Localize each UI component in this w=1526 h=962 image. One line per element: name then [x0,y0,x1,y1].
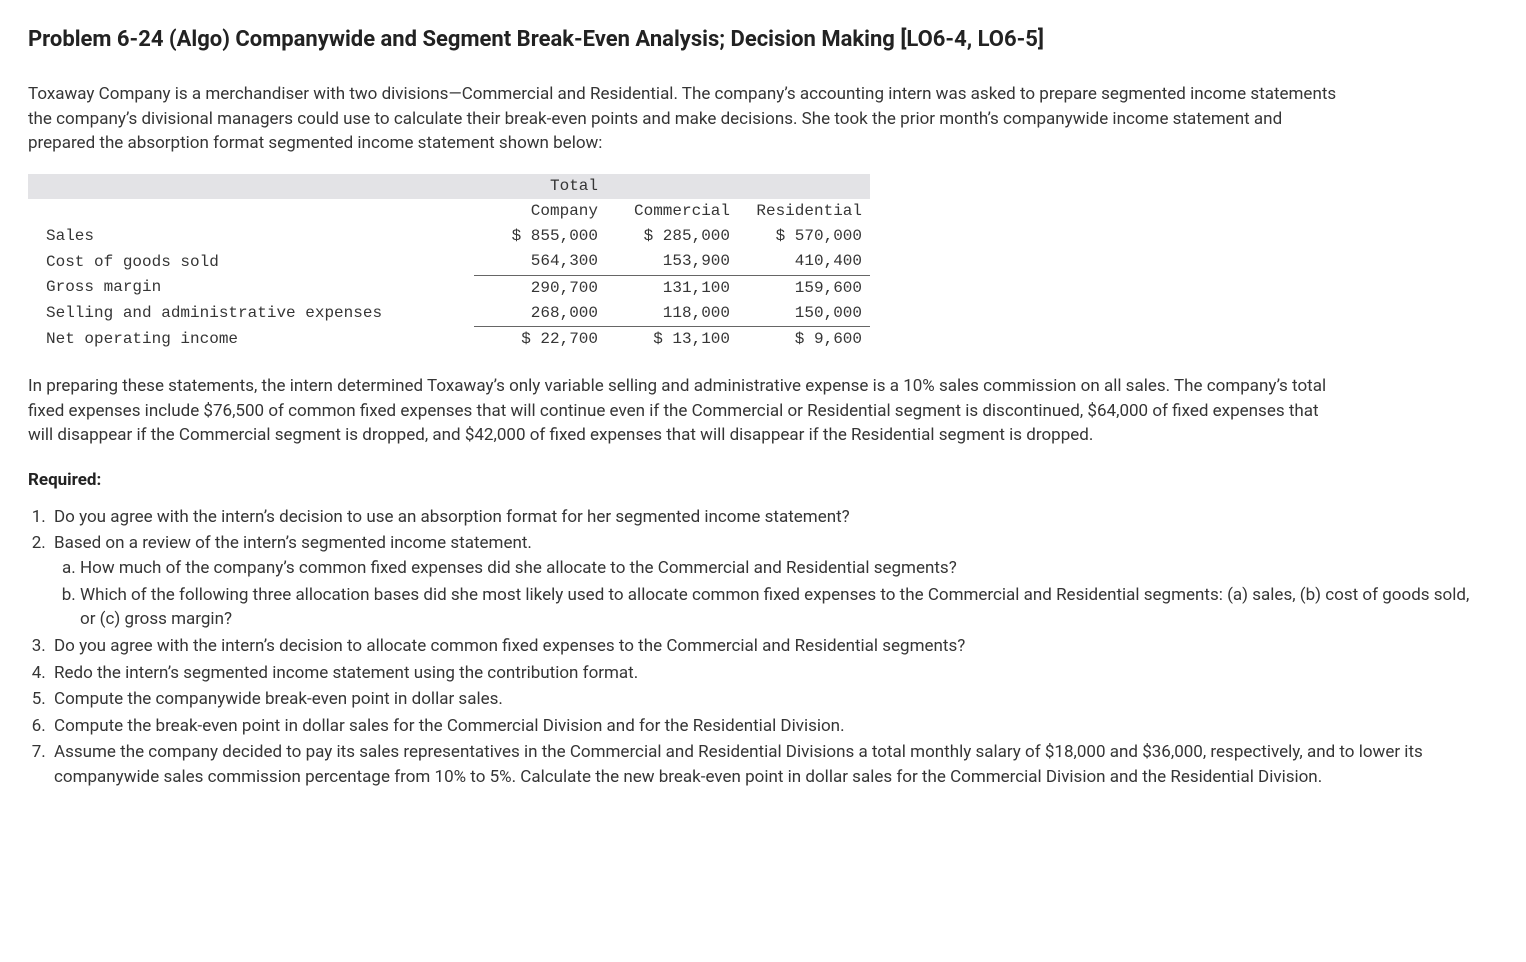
row-label: Cost of goods sold [28,249,474,275]
row-label: Selling and administrative expenses [28,301,474,327]
requirements-list: Do you agree with the intern’s decision … [28,505,1470,790]
sub-requirements-list: How much of the company’s common fixed e… [54,556,1470,632]
cell-residential: 159,600 [738,275,870,301]
requirement-item: Compute the break-even point in dollar s… [50,714,1470,739]
table-row: Cost of goods sold 564,300 153,900 410,4… [28,249,870,275]
requirement-item: Do you agree with the intern’s decision … [50,505,1470,530]
sub-requirement-item: Which of the following three allocation … [80,583,1470,632]
segmented-income-statement-table: Total Company Commercial Residential Sal… [28,174,870,352]
cell-total: 290,700 [474,275,606,301]
table-row: Net operating income $ 22,700 $ 13,100 $… [28,326,870,352]
cell-total: $ 22,700 [474,326,606,352]
requirement-item: Based on a review of the intern’s segmen… [50,531,1470,632]
cell-commercial: 118,000 [606,301,738,327]
sub-requirement-item: How much of the company’s common fixed e… [80,556,1470,581]
cell-commercial: $ 13,100 [606,326,738,352]
table-row: Sales $ 855,000 $ 285,000 $ 570,000 [28,224,870,249]
requirement-item: Compute the companywide break-even point… [50,687,1470,712]
table-row: Selling and administrative expenses 268,… [28,301,870,327]
required-heading: Required: [28,468,1498,493]
cell-commercial: 131,100 [606,275,738,301]
cell-total: $ 855,000 [474,224,606,249]
header-blank-r2 [28,199,474,224]
row-label: Sales [28,224,474,249]
cell-total: 564,300 [474,249,606,275]
cell-residential: $ 9,600 [738,326,870,352]
row-label: Gross margin [28,275,474,301]
requirement-item: Redo the intern’s segmented income state… [50,661,1470,686]
explanation-paragraph: In preparing these statements, the inter… [28,374,1338,448]
intro-paragraph: Toxaway Company is a merchandiser with t… [28,82,1338,156]
header-blank-2 [606,174,738,199]
header-blank [28,174,474,199]
header-blank-3 [738,174,870,199]
header-residential: Residential [738,199,870,224]
header-total-company: Company [474,199,606,224]
row-label: Net operating income [28,326,474,352]
cell-commercial: $ 285,000 [606,224,738,249]
cell-commercial: 153,900 [606,249,738,275]
requirement-item: Do you agree with the intern’s decision … [50,634,1470,659]
cell-residential: 410,400 [738,249,870,275]
header-total-line1: Total [474,174,606,199]
table-row: Gross margin 290,700 131,100 159,600 [28,275,870,301]
header-commercial: Commercial [606,199,738,224]
cell-total: 268,000 [474,301,606,327]
cell-residential: $ 570,000 [738,224,870,249]
requirement-item: Assume the company decided to pay its sa… [50,740,1470,789]
cell-residential: 150,000 [738,301,870,327]
problem-title: Problem 6-24 (Algo) Companywide and Segm… [28,24,1498,56]
requirement-text: Based on a review of the intern’s segmen… [54,533,532,553]
